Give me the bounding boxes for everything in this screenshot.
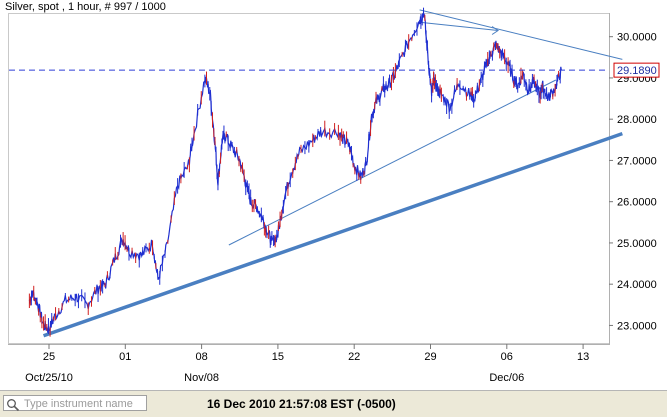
price-tick-label: 28.0000 — [617, 114, 657, 126]
projection-arrow-line — [419, 21, 499, 31]
time-tick-label: 06 — [501, 351, 513, 363]
time-tick-label: 22 — [348, 351, 360, 363]
projection-arrow-head — [491, 26, 499, 35]
trendlines — [42, 9, 623, 338]
time-tick-label: 08 — [195, 351, 207, 363]
time-period-label: Nov/08 — [184, 372, 219, 384]
time-tick-label: 01 — [119, 351, 131, 363]
status-bar: 16 Dec 2010 21:57:08 EST (-0500) — [0, 390, 667, 417]
price-series — [28, 7, 562, 337]
chart-title: Silver, spot , 1 hour, # 997 / 1000 — [5, 1, 166, 13]
search-icon — [7, 399, 20, 412]
instrument-search-box[interactable] — [3, 395, 148, 412]
price-tick-label: 23.0000 — [617, 320, 657, 332]
time-period-label: Dec/06 — [489, 372, 524, 384]
price-axis: 23.0000 24.0000 25.0000 26.0000 27.0000 28.00… — [609, 32, 657, 332]
price-tick-label: 26.0000 — [617, 197, 657, 209]
time-period-label: Oct/25/10 — [25, 372, 73, 384]
time-tick-label: 29 — [424, 351, 436, 363]
instrument-search-input[interactable] — [24, 397, 148, 411]
secondary-support-trendline — [228, 79, 557, 246]
time-axis: 25 01 08 15 22 29 06 13 Oct/25/10 Nov/08 Dec/06 — [25, 344, 589, 384]
current-price-label: 29.1890 — [617, 65, 657, 77]
current-price-label-box — [613, 62, 660, 78]
current-price-marker: 29.1890 — [9, 62, 660, 78]
resistance-trendline — [419, 9, 623, 60]
timestamp: 16 Dec 2010 21:57:08 EST (-0500) — [207, 397, 396, 411]
time-tick-label: 15 — [272, 351, 284, 363]
time-tick-label: 25 — [43, 351, 55, 363]
time-tick-label: 13 — [577, 351, 589, 363]
price-chart[interactable]: 23.0000 24.0000 25.0000 26.0000 27.0000 28.00… — [0, 0, 667, 390]
price-tick-label: 24.0000 — [617, 279, 657, 291]
primary-support-trendline — [42, 131, 623, 338]
price-tick-label: 25.0000 — [617, 238, 657, 250]
price-tick-label: 27.0000 — [617, 155, 657, 167]
price-tick-label: 30.0000 — [617, 32, 657, 44]
